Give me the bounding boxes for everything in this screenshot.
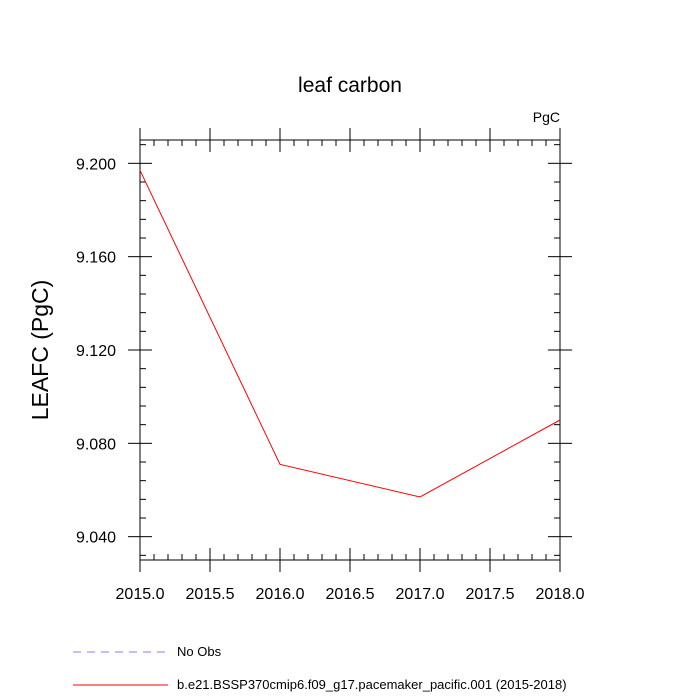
- y-axis-label: LEAFC (PgC): [27, 280, 53, 421]
- legend-label: b.e21.BSSP370cmip6.f09_g17.pacemaker_pac…: [177, 677, 567, 692]
- units-label: PgC: [533, 109, 560, 125]
- y-tick-label: 9.160: [76, 250, 116, 267]
- plot-frame: [139, 139, 561, 561]
- axis-ticks: 2015.0 2015.5 2016.0 2016.5 2017.0 2017.5 2018…: [76, 128, 585, 603]
- legend-label: No Obs: [177, 644, 222, 659]
- chart-title: leaf carbon: [298, 74, 402, 97]
- series-lines: [139, 170, 561, 498]
- x-tick-label: 2017.5: [466, 586, 515, 603]
- x-tick-label: 2015.0: [116, 586, 165, 603]
- x-tick-label: 2016.5: [326, 586, 375, 603]
- x-tick-label: 2015.5: [186, 586, 235, 603]
- y-tick-label: 9.120: [76, 343, 116, 360]
- x-tick-label: 2017.0: [396, 586, 445, 603]
- y-tick-label: 9.080: [76, 436, 116, 453]
- x-tick-label: 2018.0: [536, 586, 585, 603]
- series-line: [139, 170, 561, 498]
- legend: No Obs b.e21.BSSP370cmip6.f09_g17.pacemak…: [73, 644, 567, 692]
- y-tick-label: 9.200: [76, 156, 116, 173]
- y-tick-label: 9.040: [76, 530, 116, 547]
- x-tick-label: 2016.0: [256, 586, 305, 603]
